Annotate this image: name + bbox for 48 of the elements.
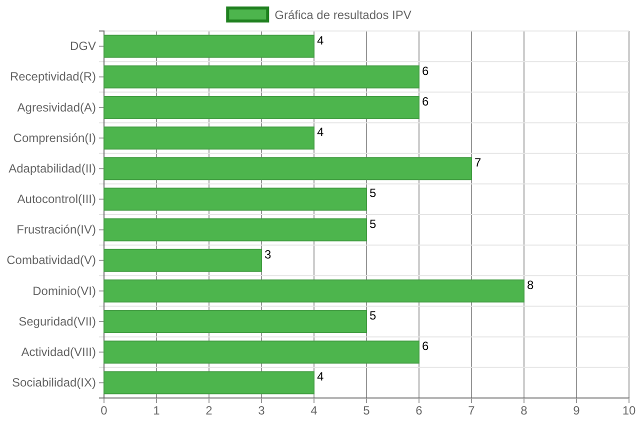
y-tick-label: Actividad(VIII) (21, 344, 96, 359)
y-tick-label: Seguridad(VII) (18, 314, 96, 328)
data-label: 6 (422, 94, 429, 108)
x-tick-label: 3 (258, 404, 266, 418)
data-label: 4 (317, 33, 324, 48)
bar (104, 34, 314, 58)
x-tick-label: 1 (153, 404, 160, 418)
data-label: 8 (527, 278, 534, 292)
x-tick-label: 2 (206, 404, 213, 418)
bar (104, 340, 420, 364)
x-tick-label: 6 (416, 404, 423, 418)
data-label: 6 (422, 64, 429, 78)
data-label: 5 (370, 216, 376, 231)
x-tick-label: 0 (100, 404, 108, 418)
y-tick-label: Receptividad(R) (10, 70, 96, 84)
data-label: 6 (422, 339, 429, 354)
y-tick-label: Combatividad(V) (6, 253, 96, 268)
y-tick-label: Adaptabilidad(II) (8, 161, 96, 176)
bar (104, 248, 262, 272)
legend-label: Gráfica de resultados IPV (274, 8, 412, 22)
y-tick-label: Agresividad(A) (17, 100, 96, 114)
x-tick-label: 4 (310, 404, 318, 418)
bar (104, 310, 367, 334)
bar (104, 65, 420, 88)
bar (104, 126, 314, 150)
bar (104, 371, 314, 394)
data-label: 4 (317, 370, 324, 384)
y-tick-label: Sociabilidad(IX) (12, 376, 96, 390)
y-tick-label: Dominio(VI) (32, 284, 96, 298)
data-label: 3 (264, 247, 272, 262)
y-tick-label: Autocontrol(III) (17, 192, 96, 206)
bar (104, 279, 524, 302)
bar (104, 218, 367, 242)
x-tick-label: 9 (573, 404, 580, 418)
data-label: 5 (370, 186, 376, 200)
data-label: 5 (370, 308, 376, 323)
bar (104, 188, 367, 211)
y-tick-label: Frustración(IV) (16, 222, 96, 237)
x-tick-label: 8 (520, 404, 528, 418)
bar (104, 96, 420, 119)
data-label: 7 (474, 156, 482, 170)
y-tick-label: Comprensión(I) (13, 130, 96, 145)
x-tick-label: 7 (468, 404, 476, 418)
x-tick-label: 5 (363, 404, 370, 418)
x-tick-label: 10 (622, 404, 636, 418)
data-label: 4 (317, 125, 324, 140)
y-tick-label: DGV (70, 39, 96, 54)
bar (104, 157, 472, 180)
